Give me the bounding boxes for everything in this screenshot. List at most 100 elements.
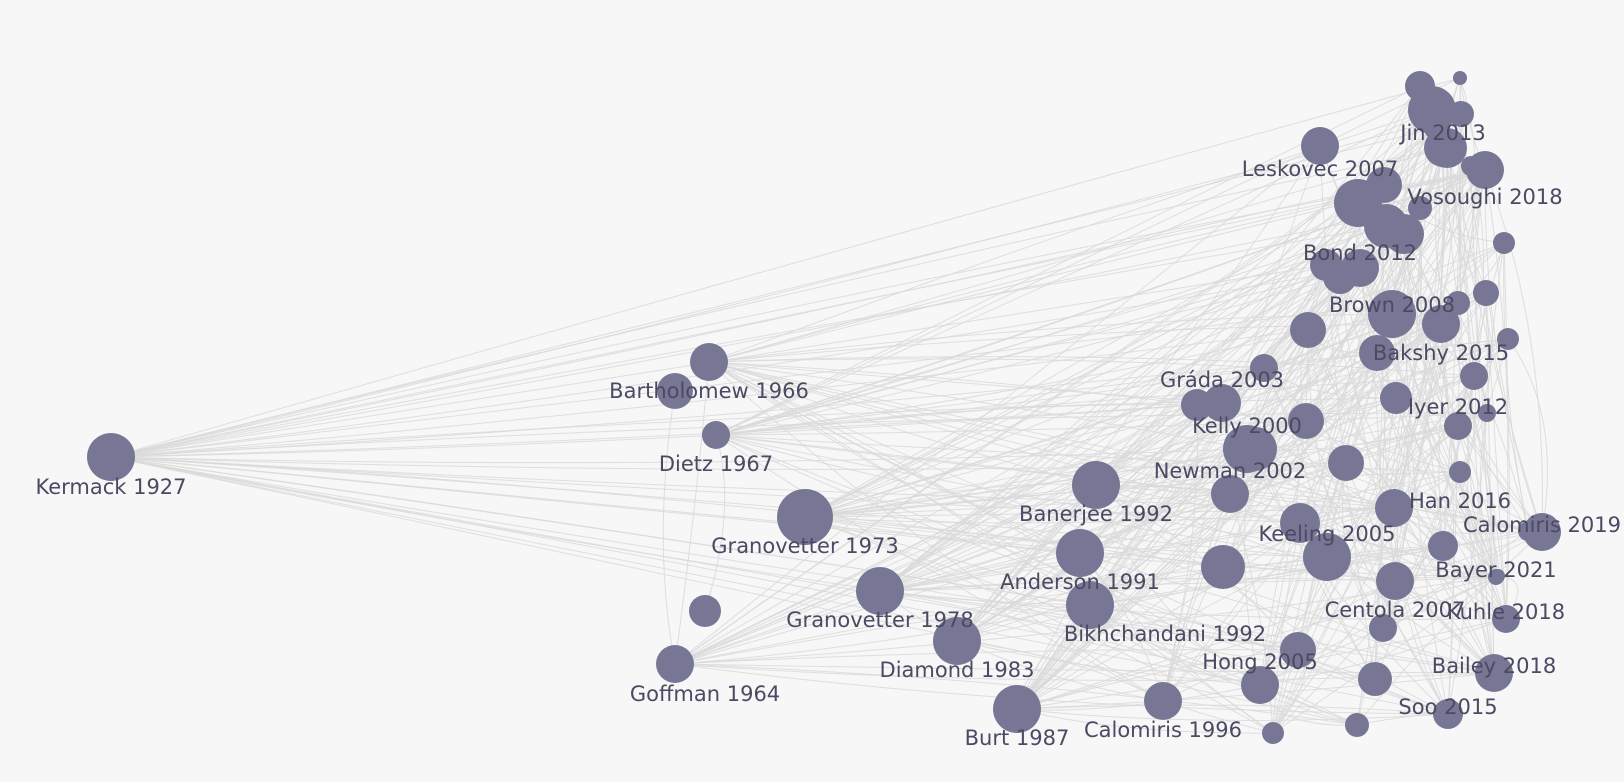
node-leskovec-2007[interactable] (1301, 127, 1339, 165)
label-dietz-1967: Dietz 1967 (659, 452, 773, 476)
citation-edge (1403, 233, 1497, 578)
node-centola-2007[interactable] (1376, 562, 1414, 600)
citation-edge (804, 402, 1223, 518)
node-brown-2008[interactable] (1368, 290, 1416, 338)
node-burt-1987[interactable] (993, 685, 1041, 733)
citation-edge (956, 85, 1421, 642)
node-han-2016[interactable] (1375, 489, 1413, 527)
node-soo-2015[interactable] (1434, 700, 1462, 728)
graph-node[interactable] (1201, 545, 1245, 589)
citation-edge (956, 264, 1327, 642)
graph-node[interactable] (1449, 461, 1471, 483)
citation-edge (715, 267, 1361, 436)
node-anderson-1991[interactable] (1056, 529, 1104, 577)
graph-node[interactable] (1358, 662, 1392, 696)
label-bond-2012: Bond 2012 (1303, 241, 1417, 265)
citation-edge (956, 202, 1359, 642)
node-calomiris-1996[interactable] (1144, 682, 1182, 720)
node-granovetter-1978[interactable] (856, 567, 904, 615)
graph-node[interactable] (1288, 403, 1324, 439)
node-vosoughi-2018[interactable] (1466, 151, 1504, 189)
graph-node[interactable] (1369, 614, 1397, 642)
graph-node[interactable] (1428, 531, 1458, 561)
citation-edge (715, 367, 1265, 436)
citation-edge (1392, 508, 1449, 715)
graph-node[interactable] (689, 595, 721, 627)
graph-node[interactable] (1460, 362, 1488, 390)
label-hong-2005: Hong 2005 (1202, 650, 1317, 674)
graph-node[interactable] (1473, 280, 1499, 306)
citation-edge (1356, 531, 1543, 726)
citation-edge (804, 516, 1328, 558)
label-burt-1987: Burt 1987 (965, 726, 1070, 750)
graph-node[interactable] (1280, 503, 1320, 543)
citation-edge (956, 462, 1347, 642)
node-newman-2002[interactable] (1211, 475, 1249, 513)
citation-edge (1435, 147, 1475, 377)
node-keeling-2005[interactable] (1303, 533, 1351, 581)
graph-node[interactable] (1380, 382, 1412, 414)
node-bailey-2018[interactable] (1475, 654, 1513, 692)
node-diamond-1983[interactable] (933, 617, 981, 665)
citation-edge (1222, 202, 1359, 568)
graph-node[interactable] (1290, 312, 1326, 348)
node-dietz-1967[interactable] (702, 421, 730, 449)
graph-node[interactable] (1280, 632, 1316, 668)
node-bikhchandani-1992[interactable] (1066, 581, 1114, 629)
node-granovetter-1973[interactable] (777, 489, 833, 545)
citation-edge (674, 604, 1091, 665)
node-bayer-2021[interactable] (1488, 569, 1504, 585)
citation-edge (715, 412, 1488, 436)
citation-edge (1246, 448, 1495, 674)
citation-edge (1095, 484, 1261, 686)
citation-edge (1162, 580, 1396, 702)
graph-node[interactable] (1328, 445, 1364, 481)
graph-node[interactable] (1448, 101, 1474, 127)
citation-edge (708, 361, 1395, 509)
citation-edge (1079, 552, 1274, 734)
citation-edge (1307, 329, 1449, 715)
citation-edge (879, 590, 1164, 702)
citation-edge (1503, 242, 1509, 620)
citation-edge (879, 109, 1433, 592)
citation-edge (1392, 508, 1495, 674)
citation-edge (1507, 338, 1548, 533)
graph-node[interactable] (1408, 196, 1432, 220)
citation-edge (956, 145, 1321, 642)
citation-edge (110, 147, 1444, 458)
node-iyer-2012[interactable] (1444, 412, 1472, 440)
citation-edge (1246, 448, 1497, 578)
node-banerjee-1992[interactable] (1072, 461, 1120, 509)
citation-edge (1162, 329, 1309, 702)
node-bakshy-2015[interactable] (1422, 305, 1460, 343)
node-hong-2005[interactable] (1241, 666, 1279, 704)
citation-edge (674, 361, 710, 665)
citation-edge (1297, 375, 1475, 651)
graph-node[interactable] (1250, 354, 1278, 382)
graph-node[interactable] (1262, 722, 1284, 744)
node-goffman-1964[interactable] (656, 645, 694, 683)
node-kelly-2000[interactable] (1223, 425, 1271, 473)
node-bond-2012[interactable] (1341, 249, 1379, 287)
node-grada-2003[interactable] (1203, 384, 1241, 422)
node-kermack-1927[interactable] (87, 433, 135, 481)
graph-node[interactable] (657, 373, 693, 409)
citation-edge (1196, 404, 1543, 533)
citation-edge (1272, 545, 1444, 734)
node-jin-2013[interactable] (1424, 129, 1462, 167)
label-bayer-2021: Bayer 2021 (1435, 558, 1556, 582)
graph-node[interactable] (1478, 404, 1496, 422)
node-calomiris-2019[interactable] (1523, 513, 1561, 551)
label-bikhchandani-1992: Bikhchandani 1992 (1064, 622, 1266, 646)
citation-edge (1272, 580, 1396, 734)
citation-edge (708, 361, 1198, 406)
graph-node[interactable] (1497, 328, 1519, 350)
node-kuhle-2018[interactable] (1492, 605, 1520, 633)
graph-node[interactable] (1384, 214, 1424, 254)
graph-node[interactable] (1359, 335, 1395, 371)
graph-node[interactable] (1345, 713, 1369, 737)
label-soo-2015: Soo 2015 (1398, 695, 1497, 719)
graph-node[interactable] (1453, 71, 1467, 85)
node-bartholomew-1966[interactable] (690, 343, 728, 381)
graph-node[interactable] (1493, 232, 1515, 254)
